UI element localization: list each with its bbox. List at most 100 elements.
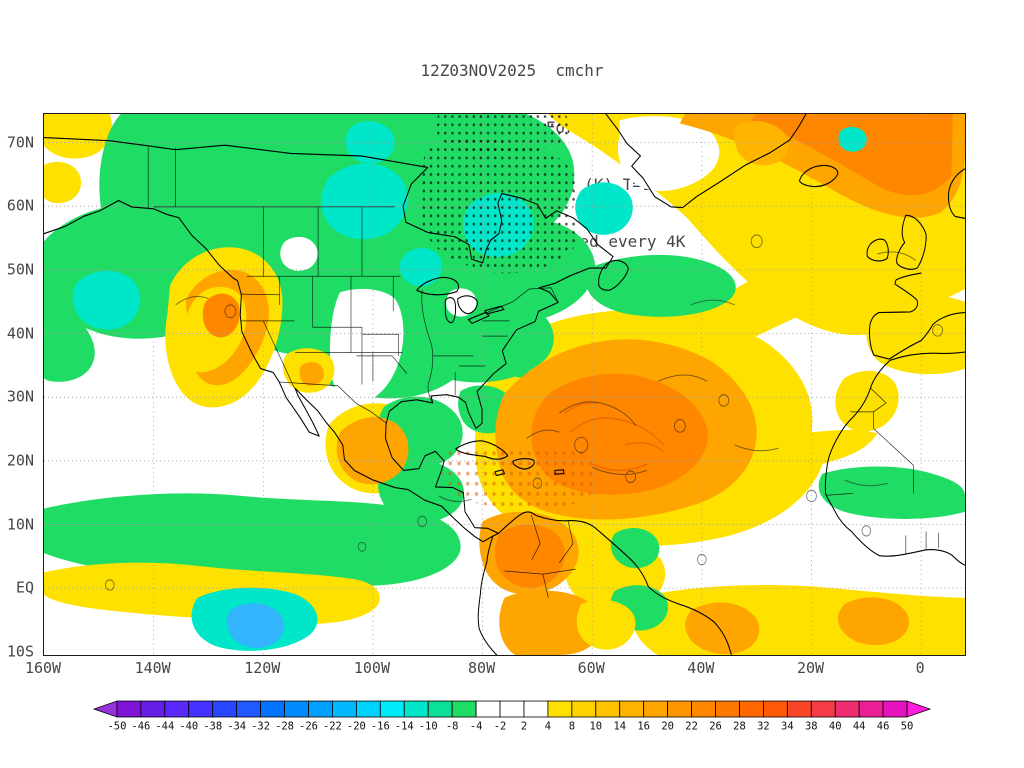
- colorbar-tick-label: 16: [637, 720, 650, 732]
- colorbar-segment: [571, 700, 597, 718]
- colorbar-segment: [739, 700, 764, 718]
- colorbar-segment: [284, 700, 309, 718]
- colorbar-tick-label: 8: [569, 720, 575, 732]
- x-axis-label: 20W: [796, 659, 825, 677]
- map-frame: [43, 113, 966, 656]
- colorbar-segment: [427, 700, 453, 718]
- colorbar-right-arrow: [906, 700, 931, 718]
- great-plains-neutral: [329, 288, 404, 404]
- colorbar-tick-label: 32: [757, 720, 770, 732]
- colorbar-tick-label: 14: [613, 720, 626, 732]
- colorbar-tick-label: -46: [131, 720, 150, 732]
- colorbar-segment: [475, 700, 501, 718]
- colorbar-segment: [882, 700, 908, 718]
- colorbar-tick-label: 50: [901, 720, 914, 732]
- colorbar-segment: [379, 700, 405, 718]
- colorbar-tick-label: -34: [227, 720, 246, 732]
- colorbar-segment: [643, 700, 669, 718]
- colorbar-tick-label: 38: [805, 720, 818, 732]
- x-axis-labels: 160W 140W 120W 100W 80W 60W 40W 20W 0: [25, 659, 964, 679]
- colorbar: -50 -46 -44 -40 -38 -34 -32 -28 -26 -22 -20 -16 -14-…: [93, 700, 931, 734]
- y-axis-label: 10S: [6, 642, 34, 661]
- colorbar-left-arrow: [93, 700, 118, 718]
- colorbar-tick-label: -38: [203, 720, 222, 732]
- colorbar-segment: [547, 700, 573, 718]
- europe-coast: [869, 272, 965, 360]
- y-axis-label: 20N: [6, 451, 34, 470]
- newfoundland: [598, 259, 629, 291]
- chart-title-run: 12Z03NOV2025 cmchr: [420, 61, 604, 80]
- colorbar-segment: [834, 700, 860, 718]
- south-america-coast: [477, 511, 732, 655]
- africa-borders: [826, 388, 940, 554]
- colorbar-tick-label: 46: [877, 720, 890, 732]
- y-axis-label: 30N: [6, 387, 34, 406]
- colorbar-segment: [858, 700, 884, 718]
- british-isles: [866, 214, 927, 270]
- colorbar-segment: [116, 700, 142, 718]
- x-axis-label: 120W: [244, 659, 281, 677]
- x-axis-label: 0: [915, 659, 925, 677]
- colorbar-segment: [667, 700, 692, 718]
- colorbar-segment: [619, 700, 645, 718]
- colorbar-tick-label: 20: [661, 720, 674, 732]
- colorbar-segment: [164, 700, 190, 718]
- sahel-cold-band: [818, 466, 965, 519]
- colorbar-tick-label: 44: [853, 720, 866, 732]
- africa-coast: [824, 351, 965, 566]
- west-coast-warm-swirl: [185, 269, 269, 386]
- colorbar-tick-label: 34: [781, 720, 794, 732]
- theta-e-contours: [104, 234, 943, 591]
- colorbar-tick-label: 22: [685, 720, 698, 732]
- colorbar-segment: [355, 700, 381, 718]
- colorbar-tick-label: 4: [545, 720, 551, 732]
- colorbar-tick-label: -4: [470, 720, 483, 732]
- lat-lon-gridlines: [44, 114, 965, 655]
- colorbar-segment: [691, 700, 716, 718]
- colorbar-tick-label: -16: [371, 720, 390, 732]
- colorbar-segment: [786, 700, 812, 718]
- colorbar-segment: [188, 700, 214, 718]
- colorbar-segment: [403, 700, 429, 718]
- colorbar-segment: [260, 700, 285, 718]
- colorbar-tick-label: -26: [299, 720, 318, 732]
- colorbar-tick-label: 26: [709, 720, 722, 732]
- contour-speckle-area: [419, 139, 580, 274]
- map-canvas: [44, 114, 965, 655]
- colorbar-tick-label: 10: [589, 720, 602, 732]
- norway-coast: [948, 168, 965, 219]
- anomaly-shading: [44, 114, 965, 655]
- colorbar-tick-label: -50: [107, 720, 126, 732]
- colorbar-tick-label: -40: [179, 720, 198, 732]
- great-lakes: [416, 276, 505, 324]
- colorbar-tick-label: 28: [733, 720, 746, 732]
- colorbar-tick-label: -28: [275, 720, 294, 732]
- x-axis-label: 160W: [24, 659, 62, 677]
- south-america-borders: [504, 514, 576, 598]
- colorbar-tick-label: -8: [446, 720, 459, 732]
- x-axis-label: 140W: [134, 659, 171, 677]
- colorbar-tick-label: 40: [829, 720, 842, 732]
- y-axis-labels: 70N 60N 50N 40N 30N 20N 10N EQ 10S: [0, 114, 39, 660]
- colorbar-segment: [763, 700, 788, 718]
- colorbar-segment: [451, 700, 477, 718]
- colorbar-segment: [140, 700, 166, 718]
- colorbar-segment: [332, 700, 357, 718]
- x-axis-label: 100W: [353, 659, 390, 677]
- caribbean-islands: [455, 440, 565, 477]
- x-axis-label: 80W: [468, 659, 496, 677]
- iceland: [798, 164, 839, 188]
- colorbar-svg: -50 -46 -44 -40 -38 -34 -32 -28 -26 -22 -20 -16 -14-…: [93, 700, 931, 732]
- colorbar-tick-label: -20: [347, 720, 366, 732]
- colorbar-tick-label: -32: [251, 720, 270, 732]
- y-axis-label: EQ: [15, 578, 34, 597]
- x-axis-label: 60W: [577, 659, 605, 677]
- colorbar-tick-label: -10: [419, 720, 438, 732]
- colorbar-tick-label: -14: [395, 720, 414, 732]
- colorbar-tick-label: -44: [155, 720, 174, 732]
- us-state-borders: [240, 276, 510, 396]
- y-axis-label: 50N: [6, 260, 34, 279]
- colorbar-segment: [810, 700, 836, 718]
- y-axis-label: 40N: [6, 324, 34, 343]
